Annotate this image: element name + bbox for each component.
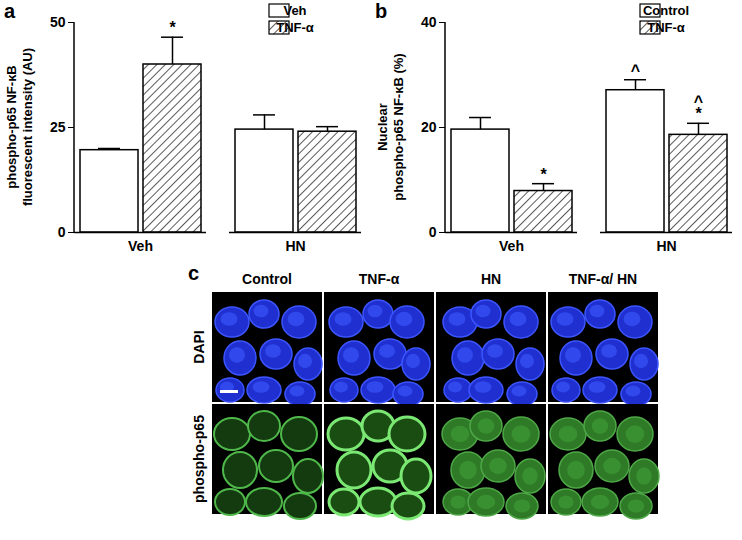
svg-text:25: 25 [50, 119, 66, 135]
html-text:b: b [375, 0, 388, 22]
svg-text:40: 40 [421, 14, 437, 30]
svg-text:^: ^ [631, 62, 640, 79]
svg-text:HN: HN [285, 238, 305, 254]
svg-text:Veh: Veh [283, 3, 306, 18]
html-text:a: a [4, 0, 16, 22]
svg-text:*: * [169, 19, 176, 36]
svg-text:HN: HN [481, 271, 501, 287]
svg-text:50: 50 [50, 14, 66, 30]
svg-text:0: 0 [58, 224, 66, 240]
svg-text:^: ^ [694, 93, 703, 110]
svg-text:TNF-α: TNF-α [359, 271, 400, 287]
svg-text:Veh: Veh [499, 238, 524, 254]
svg-text:phospho-p65: phospho-p65 [191, 415, 207, 503]
svg-text:TNF-α: TNF-α [276, 20, 314, 35]
svg-text:*: * [540, 166, 547, 183]
svg-text:HN: HN [656, 238, 676, 254]
svg-text:Nuclearphospho-p65 NF-κB (%): Nuclearphospho-p65 NF-κB (%) [375, 53, 406, 200]
svg-text:Veh: Veh [128, 238, 153, 254]
svg-text:DAPI: DAPI [191, 330, 207, 363]
svg-text:Control: Control [242, 271, 292, 287]
svg-text:Control: Control [643, 3, 689, 18]
svg-text:TNF-α/ HN: TNF-α/ HN [569, 271, 637, 287]
svg-text:c: c [188, 262, 199, 284]
svg-text:TNF-α: TNF-α [647, 20, 685, 35]
svg-text:0: 0 [429, 224, 437, 240]
svg-text:20: 20 [421, 119, 437, 135]
svg-text:phospho-p65 NF-κBfluorescent i: phospho-p65 NF-κBfluorescent intensity (… [4, 48, 35, 206]
